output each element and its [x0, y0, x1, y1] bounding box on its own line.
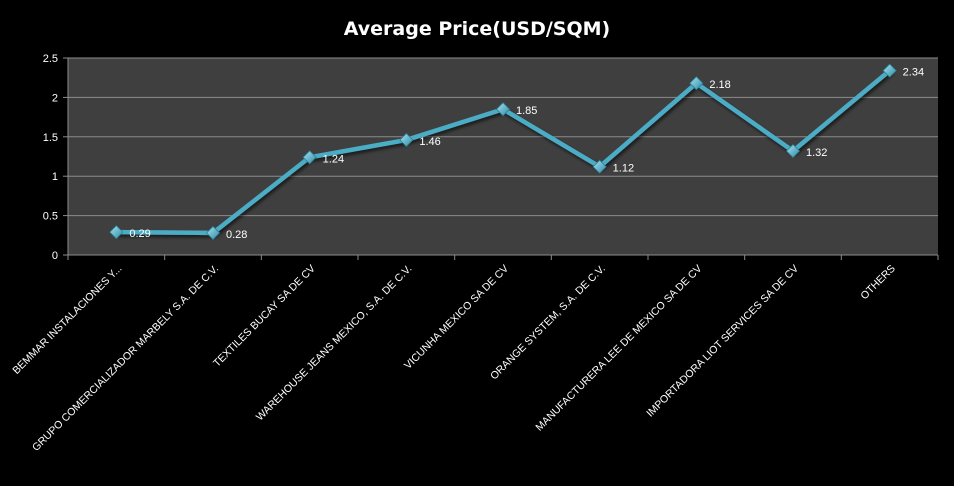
x-tick-label: ORANGE SYSTEM, S.A. DE C.V.: [488, 263, 608, 383]
x-tick-label: VICUNHA MEXICO SA DE CV: [402, 263, 511, 372]
data-point: [785, 143, 801, 159]
data-label: 0.28: [226, 229, 247, 241]
data-point: [495, 102, 511, 117]
data-point: [205, 225, 221, 241]
gridlines: [68, 57, 938, 256]
data-point: [882, 63, 897, 78]
y-tick-label: 2.5: [43, 53, 58, 65]
data-point: [592, 159, 607, 174]
x-tick-label: WAREHOUSE JEANS MEXICO, S.A. DE C.V.: [254, 263, 415, 424]
x-tick-label: TEXTILES BUCAY SA DE CV: [211, 263, 318, 370]
data-label: 2.18: [709, 79, 730, 91]
x-tick-label: BEMMAR INSTALACIONES Y...: [10, 263, 124, 377]
data-point: [399, 132, 414, 148]
data-label: 1.24: [323, 153, 344, 165]
data-label: 1.12: [613, 163, 634, 175]
y-axis-ticks: 0 0.5 1 1.5 2 2.5: [43, 53, 68, 262]
y-tick-label: 1: [52, 171, 58, 183]
data-label: 2.34: [903, 67, 924, 79]
data-labels: 0.29 0.28 1.24 1.46 1.85 1.12 2.18 1.32 2.34: [129, 67, 924, 241]
data-label: 1.85: [516, 105, 537, 117]
y-tick-label: 0: [52, 250, 58, 262]
data-point: [689, 76, 704, 91]
x-tick-label: MANUFACTURERA LEE DE MEXICO SA DE CV: [533, 263, 704, 434]
data-point: [302, 150, 317, 165]
series-average-price: [109, 63, 897, 241]
y-tick-label: 2: [52, 92, 58, 104]
x-axis-ticks: BEMMAR INSTALACIONES Y...GRUPO COMERCIAL…: [10, 255, 939, 454]
data-label: 0.29: [129, 228, 150, 240]
x-tick-label: OTHERS: [858, 263, 897, 302]
y-tick-label: 0.5: [43, 211, 58, 223]
data-label: 1.32: [806, 147, 827, 159]
data-point: [109, 225, 124, 240]
x-tick-label: GRUPO COMERCIALIZADOR MARBELY S.A. DE C.…: [30, 263, 221, 454]
data-label: 1.46: [419, 136, 440, 148]
y-tick-label: 1.5: [43, 132, 58, 144]
x-tick-label: IMPORTADORA LIOT SERVICES SA DE CV: [644, 263, 801, 420]
chart-title: Average Price(USD/SQM): [344, 18, 610, 40]
